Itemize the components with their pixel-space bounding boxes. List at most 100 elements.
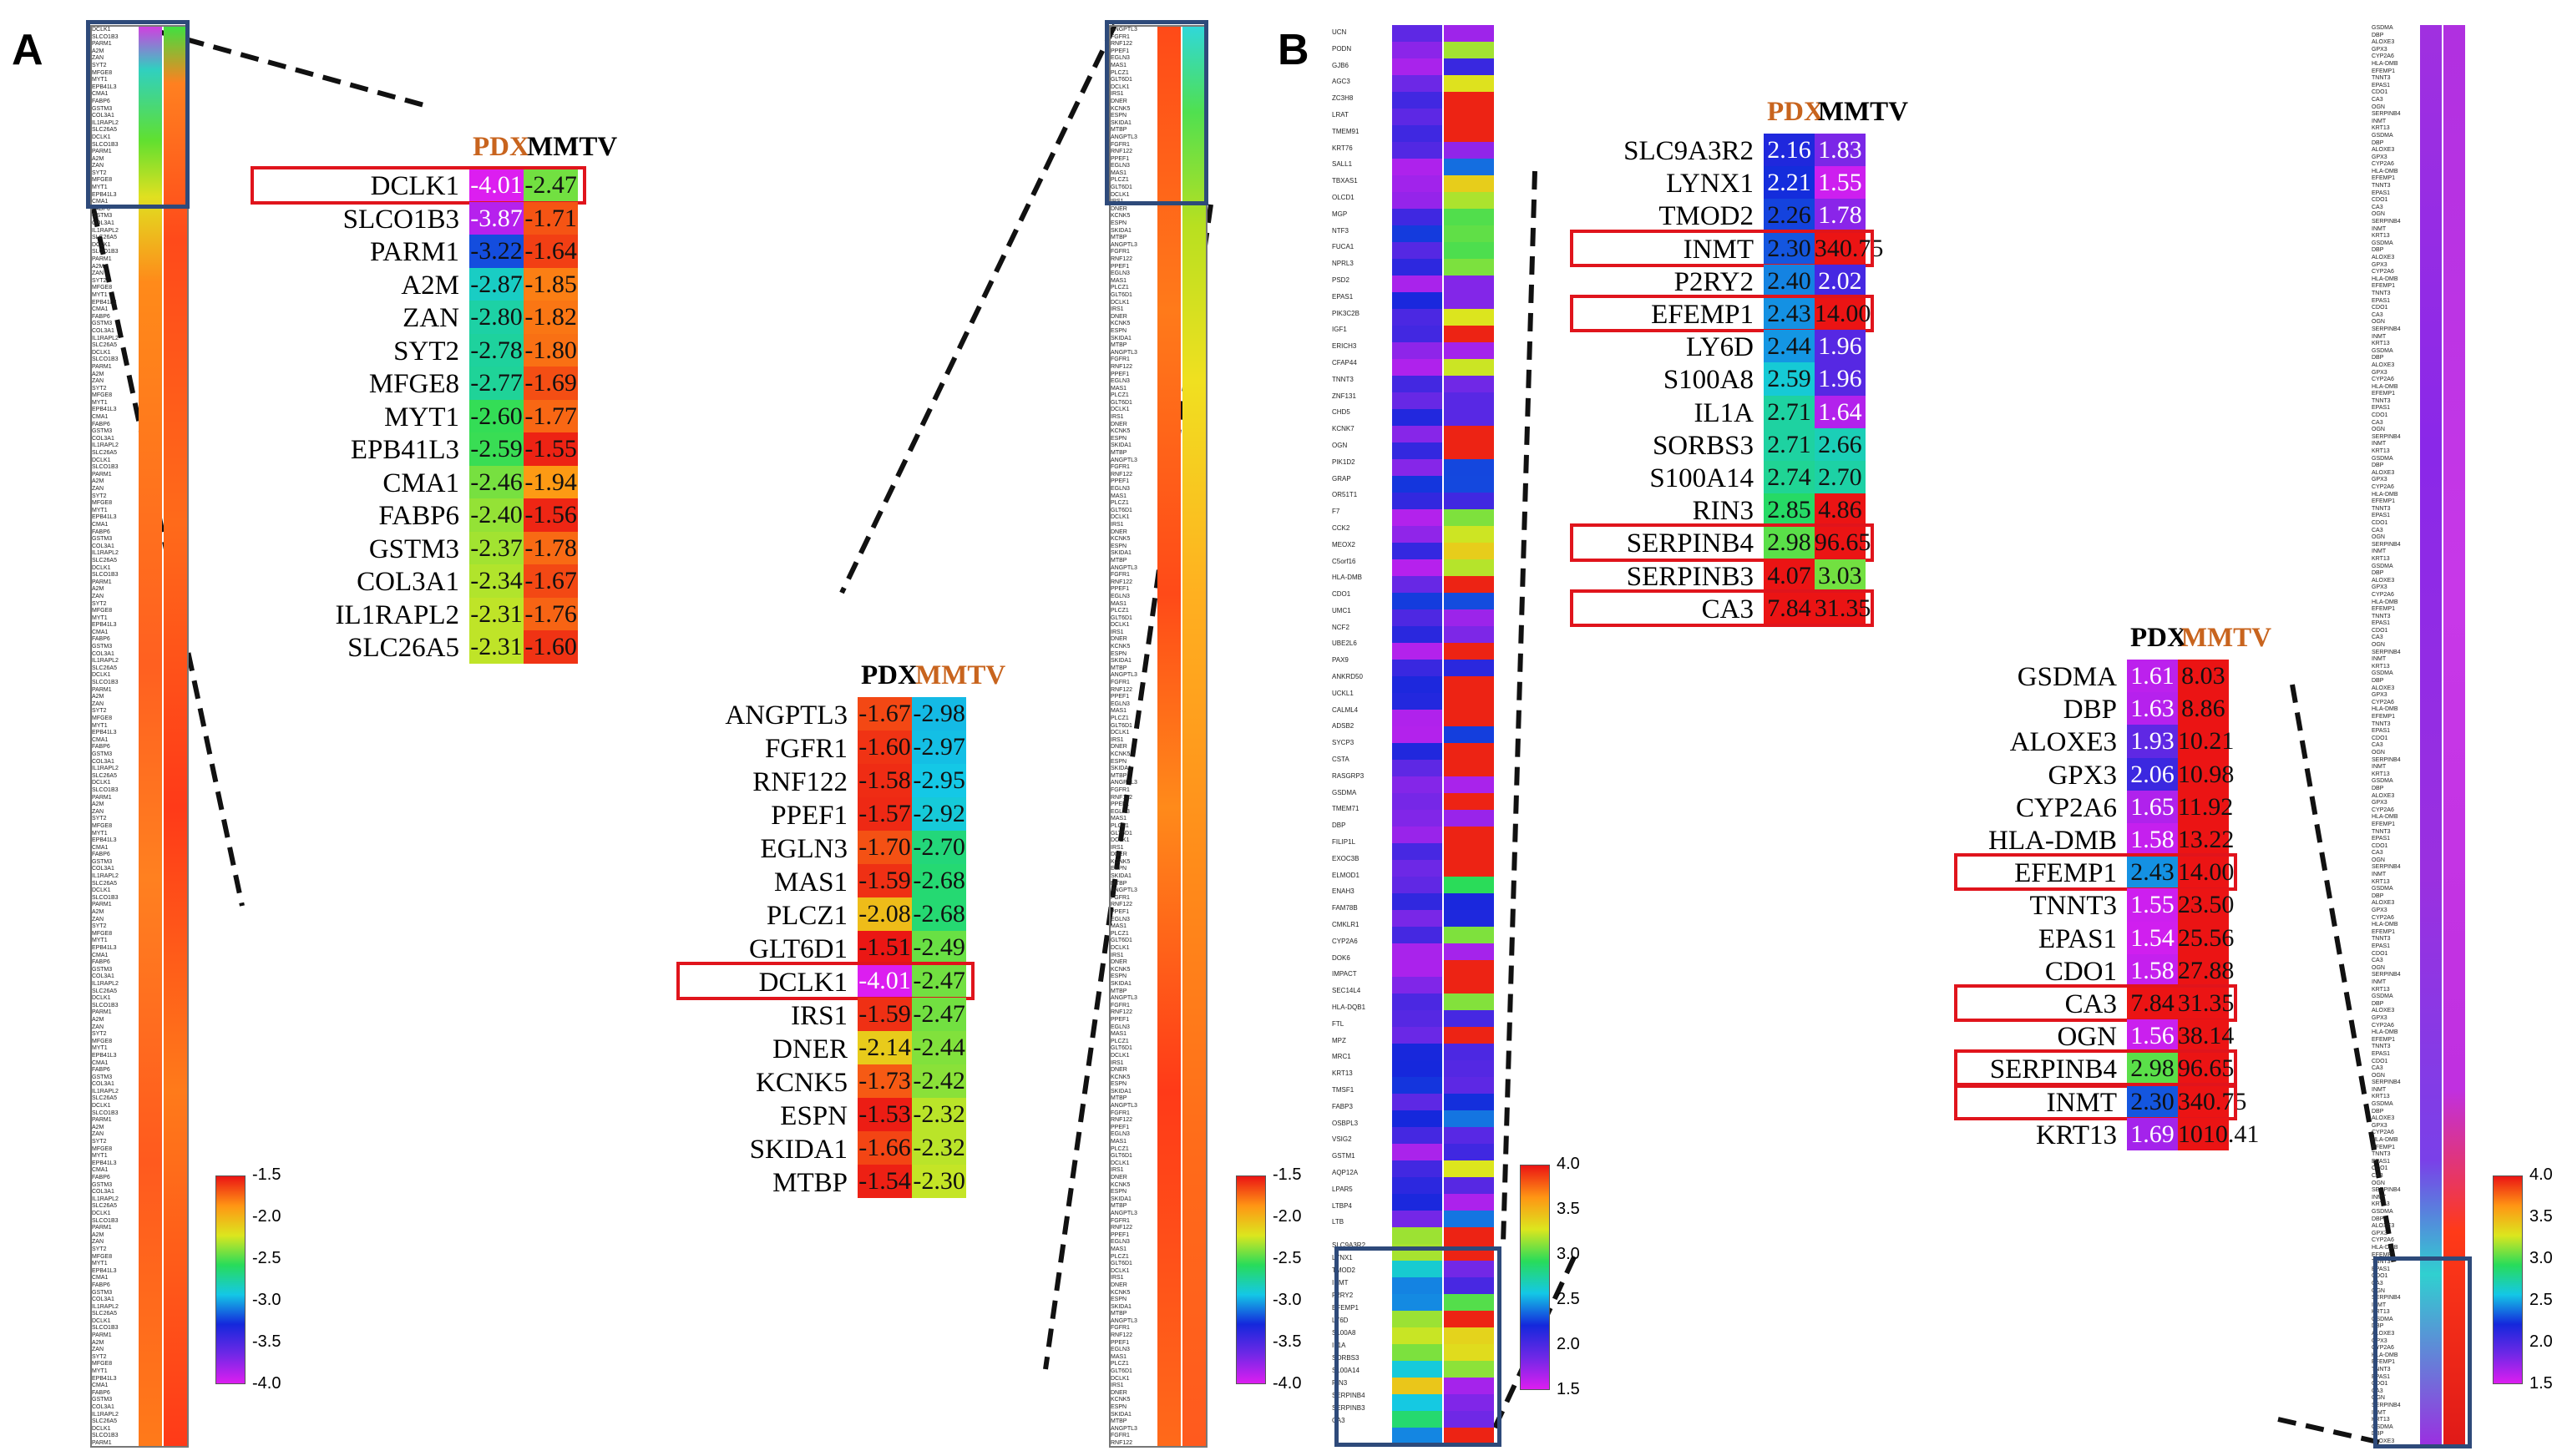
strip-gene-label: TNNT3 xyxy=(1332,375,1354,383)
strip-cell xyxy=(1444,1094,1494,1111)
strip-gene-label: GPX3 xyxy=(2372,154,2387,160)
strip-gene-label: ALOXE3 xyxy=(2372,361,2395,368)
strip-gene-label: KCNK5 xyxy=(1111,536,1131,543)
strip-gene-label: HLA-DQB1 xyxy=(1332,1004,1366,1012)
column-header-pdx: PDX xyxy=(473,132,529,162)
heatmap-cell: -2.95 xyxy=(912,764,967,797)
color-scale-tick-label: 3.5 xyxy=(1557,1200,1580,1218)
color-scale-tick-label: 4.0 xyxy=(1557,1155,1580,1173)
strip-gene-label: GSDMA xyxy=(2372,563,2393,569)
heatmap-cell: -1.94 xyxy=(524,465,579,498)
gene-label: SYT2 xyxy=(393,336,459,367)
strip-gene-label: OGN xyxy=(2372,104,2385,110)
strip-cell xyxy=(1444,459,1494,477)
color-scale-tick-label: -3.5 xyxy=(1273,1332,1302,1351)
strip-gene-label: CA3 xyxy=(2372,96,2383,103)
strip-gene-label: CYP2A6 xyxy=(2372,269,2394,276)
strip-column-mmtv xyxy=(1444,25,1494,1444)
strip-gene-label: COL3A1 xyxy=(92,1189,114,1196)
strip-gene-label: ESPN xyxy=(1111,113,1127,119)
strip-cell xyxy=(1444,993,1494,1011)
strip-cell xyxy=(1392,910,1442,928)
strip-gene-label: PPEF1 xyxy=(1111,801,1130,808)
strip-gene-label: MAS1 xyxy=(1111,169,1127,176)
strip-gene-label: DCLK1 xyxy=(1111,1052,1130,1059)
gene-label: PLCZ1 xyxy=(766,901,848,931)
strip-cell xyxy=(1392,609,1442,627)
strip-gene-label: PARM1 xyxy=(92,471,112,478)
strip-cell xyxy=(1444,593,1494,610)
strip-cell xyxy=(1444,242,1494,260)
heatmap-cell: 3.03 xyxy=(1814,559,1866,592)
strip-gene-label: EFEMP1 xyxy=(1332,1304,1359,1312)
strip-gene-label: IRS1 xyxy=(1111,629,1124,635)
strip-gene-label: ANGPTL3 xyxy=(1111,1210,1137,1216)
strip-gene-label: DBP xyxy=(2372,1323,2384,1330)
strip-gene-label: ALOXE3 xyxy=(2372,255,2395,260)
strip-cell xyxy=(1444,1127,1494,1145)
gene-label: PARM1 xyxy=(369,237,459,267)
heatmap-cell: -1.71 xyxy=(524,201,579,235)
color-scale-tick-label: -3.0 xyxy=(1273,1291,1302,1309)
heatmap-cell: -2.32 xyxy=(912,1098,967,1131)
strip-gene-label: PLCZ1 xyxy=(1111,69,1129,76)
strip-gene-label: PARM1 xyxy=(92,579,112,585)
strip-gene-label: KCNK5 xyxy=(1111,1289,1131,1296)
strip-cell xyxy=(1392,1394,1442,1412)
strip-gene-label: A2M xyxy=(92,48,104,54)
strip-gene-label: DCLK1 xyxy=(92,1425,111,1432)
strip-gene-label: EPB41L3 xyxy=(92,514,117,521)
strip-gene-label: SLCO1B3 xyxy=(92,141,119,148)
zoom-heatmap-b-right: PDX MMTV GSDMA 1.61 8.03 DBP 1.63 8.86 ALOXE3 1.9… xyxy=(1929,609,2321,1403)
gene-label: GSTM3 xyxy=(368,533,459,564)
strip-cell xyxy=(1444,860,1494,877)
strip-gene-label: GSDMA xyxy=(2372,240,2393,246)
gene-label: EPAS1 xyxy=(2038,923,2117,954)
strip-column-pdx xyxy=(139,27,162,1446)
strip-gene-label: ALOXE3 xyxy=(2372,1438,2395,1444)
strip-gene-label: FGFR1 xyxy=(1111,680,1130,686)
strip-gene-label: CFAP44 xyxy=(1332,358,1357,367)
strip-cell xyxy=(1444,893,1494,911)
strip-gene-label: FABP6 xyxy=(92,1175,110,1180)
strip-column-mmtv xyxy=(1182,27,1206,1446)
strip-cell xyxy=(1444,1177,1494,1195)
color-scale-tick-label: 2.5 xyxy=(2529,1291,2553,1309)
heatmap-cell: 14.00 xyxy=(1814,297,1871,331)
strip-gene-label: ANGPTL3 xyxy=(1111,564,1137,571)
heatmap-strip-b-left: UCN PODN GJB6 AGC3 ZC3H8 LRAT TMEM91 KRT76 SALL1… xyxy=(1332,25,1499,1444)
strip-cell xyxy=(1392,526,1442,543)
strip-gene-label: AQP12A xyxy=(1332,1168,1359,1176)
strip-gene-label: OGN xyxy=(2372,749,2385,756)
strip-gene-label: CDO1 xyxy=(1332,590,1351,599)
strip-gene-label: PARM1 xyxy=(92,1439,112,1446)
strip-gene-label: SLC26A5 xyxy=(92,880,117,887)
strip-gene-label: SYT2 xyxy=(92,169,107,176)
strip-gene-label: PIK1D2 xyxy=(1332,458,1355,466)
heatmap-cell: 2.71 xyxy=(1764,427,1815,461)
strip-gene-label: PARM1 xyxy=(92,686,112,693)
strip-gene-label: ALOXE3 xyxy=(2372,1008,2395,1014)
strip-cell xyxy=(1392,843,1442,861)
strip-gene-label: CALML4 xyxy=(1332,705,1359,714)
strip-cell xyxy=(1444,1160,1494,1178)
strip-gene-label: COL3A1 xyxy=(92,1081,114,1088)
strip-gene-label: MFGE8 xyxy=(92,69,113,76)
strip-gene-label: ZAN xyxy=(92,593,104,599)
strip-gene-label: SLC26A5 xyxy=(92,557,117,564)
heatmap-cell: -1.54 xyxy=(858,1165,913,1198)
strip-gene-label: ALOXE3 xyxy=(2372,147,2395,154)
strip-gene-label: MTBP xyxy=(1111,127,1127,134)
strip-cell xyxy=(1392,92,1442,109)
strip-gene-label: EPAS1 xyxy=(2372,1050,2391,1057)
heatmap-cell: 96.65 xyxy=(1814,526,1871,559)
strip-gene-label: MTBP xyxy=(1111,557,1127,564)
strip-cell xyxy=(1392,1378,1442,1395)
strip-gene-label: KRT13 xyxy=(2372,771,2390,777)
color-scale-tick-label: -1.5 xyxy=(252,1165,281,1184)
strip-gene-label: ANGPTL3 xyxy=(1111,349,1137,356)
strip-cell xyxy=(1444,676,1494,694)
gene-label: SLCO1B3 xyxy=(342,204,459,235)
strip-gene-label: DCLK1 xyxy=(92,349,111,356)
strip-gene-label: PLCZ1 xyxy=(1111,1361,1129,1368)
